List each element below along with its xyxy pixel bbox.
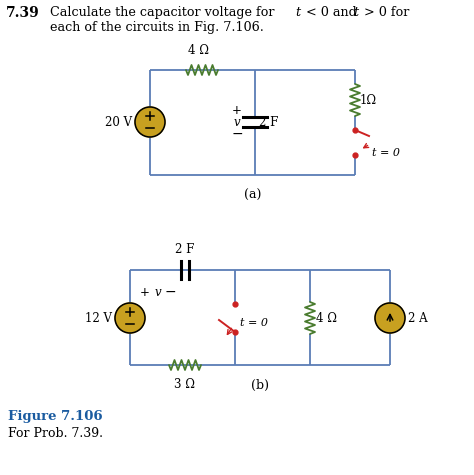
Text: −: − (164, 285, 176, 299)
Text: 3 Ω: 3 Ω (174, 378, 195, 391)
Text: 1Ω: 1Ω (360, 94, 377, 106)
Text: +: + (140, 285, 150, 298)
Text: t: t (295, 6, 300, 19)
Text: −: − (231, 127, 243, 141)
Text: 7.39: 7.39 (6, 6, 40, 20)
Text: t = 0: t = 0 (372, 148, 400, 158)
Text: t: t (353, 6, 358, 19)
Text: v: v (234, 115, 240, 129)
Text: +: + (232, 104, 242, 116)
Circle shape (115, 303, 145, 333)
Text: Calculate the capacitor voltage for: Calculate the capacitor voltage for (50, 6, 279, 19)
Text: Figure 7.106: Figure 7.106 (8, 410, 103, 423)
Text: 2 A: 2 A (408, 312, 428, 324)
Text: 4 Ω: 4 Ω (189, 44, 210, 57)
Text: 20 V: 20 V (105, 115, 132, 129)
Text: > 0 for: > 0 for (360, 6, 410, 19)
Text: 4 Ω: 4 Ω (316, 312, 337, 324)
Circle shape (375, 303, 405, 333)
Text: 2 F: 2 F (175, 243, 195, 256)
Text: each of the circuits in Fig. 7.106.: each of the circuits in Fig. 7.106. (50, 21, 264, 34)
Text: t = 0: t = 0 (240, 318, 268, 328)
Text: (a): (a) (244, 189, 261, 202)
Text: < 0 and: < 0 and (302, 6, 361, 19)
Text: 2 F: 2 F (259, 115, 278, 129)
Text: (b): (b) (251, 379, 269, 392)
Text: v: v (155, 285, 161, 298)
Text: 12 V: 12 V (85, 312, 112, 324)
Text: For Prob. 7.39.: For Prob. 7.39. (8, 427, 103, 440)
Circle shape (135, 107, 165, 137)
